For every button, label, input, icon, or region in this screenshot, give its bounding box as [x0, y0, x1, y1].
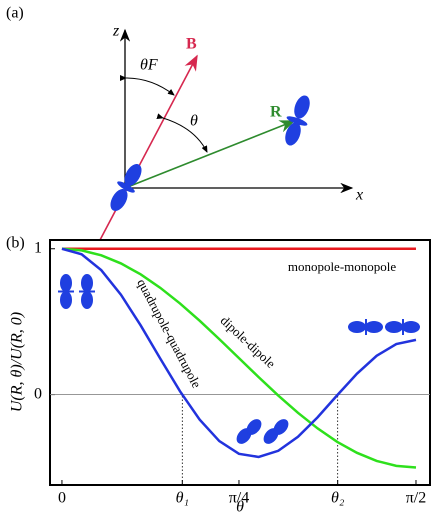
b-vector — [99, 54, 198, 241]
theta-f-arc — [119, 74, 175, 96]
panel-label: (b) — [6, 235, 25, 252]
x-tick-label: θ₂ — [331, 490, 345, 507]
series-line — [61, 247, 417, 469]
series-label: monopole-monopole — [288, 259, 397, 274]
orbital-r — [285, 95, 310, 146]
panel-label: (a) — [6, 5, 24, 22]
x-label: x — [355, 187, 363, 204]
b-label: B — [186, 36, 197, 53]
y-tick-label: 0 — [34, 385, 42, 402]
theta-arc — [156, 113, 208, 153]
x-tick-label: π/4 — [229, 490, 250, 507]
x-axis-label: θ — [236, 499, 244, 516]
theta-label: θ — [190, 113, 198, 130]
x-tick-label: 0 — [58, 490, 66, 507]
z-label: z — [112, 23, 120, 40]
x-tick-label: θ₁ — [176, 490, 189, 507]
r-vector — [124, 120, 296, 189]
y-axis-label: U(R, θ)/U(R, 0) — [9, 312, 26, 412]
orbital-origin — [110, 164, 142, 211]
theta-f-label: θF — [140, 57, 158, 74]
x-tick-label: π/2 — [406, 490, 427, 507]
orbital-icons — [58, 274, 420, 444]
series-line — [61, 247, 417, 459]
plot-frame — [49, 239, 431, 486]
r-label: R — [270, 104, 282, 121]
y-tick-label: 1 — [34, 239, 42, 256]
series-label: dipole-dipole — [218, 313, 279, 371]
